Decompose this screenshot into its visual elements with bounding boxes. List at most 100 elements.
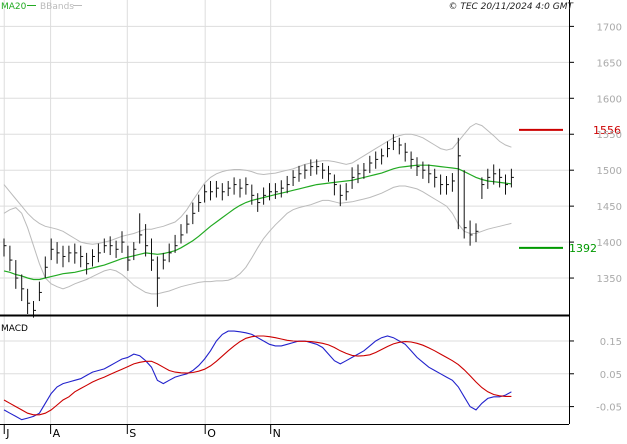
ohlc-bar <box>457 137 461 230</box>
ohlc-bar <box>56 242 60 264</box>
macd-tick-label: 0.05 <box>600 370 622 381</box>
ohlc-bar <box>3 238 7 257</box>
ohlc-bar <box>245 177 249 195</box>
ohlc-bar <box>162 252 166 270</box>
macd-line <box>3 330 512 421</box>
ohlc-bar <box>9 245 13 271</box>
price-grid <box>0 0 569 424</box>
price-tick-label: 1400 <box>597 238 622 249</box>
ohlc-bar <box>97 243 101 263</box>
ohlc-bar <box>233 177 237 195</box>
ohlc-bar <box>499 168 503 188</box>
ohlc-bar <box>139 213 143 244</box>
macd-panel-title: MACD <box>1 324 28 334</box>
macd-tick-label: -0.05 <box>596 403 622 414</box>
ohlc-bar <box>422 161 426 179</box>
ohlc-bar <box>481 177 485 199</box>
ohlc-bar <box>416 157 420 176</box>
ohlc-bar <box>133 242 137 261</box>
ohlc-bar <box>375 151 379 169</box>
ohlc-bar <box>44 256 48 279</box>
price-tick-label: 1700 <box>597 22 622 33</box>
ohlc-bar <box>310 159 314 176</box>
ohlc-bar <box>257 193 261 212</box>
ohlc-bar <box>428 164 432 184</box>
price-tick-label: 1500 <box>597 166 622 177</box>
ohlc-bar <box>62 245 66 268</box>
ohlc-bar <box>204 184 208 203</box>
ohlc-bar <box>410 151 414 169</box>
ohlc-bar <box>369 155 373 174</box>
ohlc-bar <box>198 194 202 212</box>
ohlc-bar <box>351 167 355 189</box>
ohlc-bar <box>446 175 449 195</box>
bollinger-lower-line <box>3 185 512 295</box>
ohlc-bar <box>210 180 213 201</box>
bbands-legend: BBands <box>40 2 74 12</box>
ohlc-bar <box>510 168 514 188</box>
ohlc-bar <box>274 183 278 199</box>
macd-tick-label: 0.15 <box>600 337 622 348</box>
ohlc-bar <box>86 252 90 275</box>
ohlc-bar <box>316 159 320 175</box>
month-label: S <box>129 427 136 440</box>
ohlc-bar <box>215 180 219 198</box>
ohlc-bar <box>328 165 331 182</box>
ohlc-bar <box>493 164 497 185</box>
ohlc-bar <box>286 175 290 194</box>
ohlc-bar <box>381 148 385 165</box>
ohlc-bar <box>304 164 308 179</box>
ohlc-bar <box>156 256 160 307</box>
ohlc-bar <box>227 180 231 197</box>
signal-line <box>3 335 512 416</box>
copyright-notice: © TEC 20/11/2024 4:0 GMT <box>448 2 574 12</box>
ohlc-bar <box>80 245 84 268</box>
ohlc-bars <box>3 134 514 318</box>
ohlc-bar <box>68 245 72 263</box>
ohlc-bar <box>115 240 119 258</box>
bollinger-bands <box>3 122 512 295</box>
ohlc-bar <box>298 165 302 182</box>
ohlc-bar <box>221 183 225 201</box>
ohlc-bar <box>269 183 272 201</box>
ohlc-bar <box>174 234 178 253</box>
ohlc-bar <box>333 174 337 196</box>
ohlc-bar <box>109 236 113 256</box>
ohlc-bar <box>463 170 467 239</box>
ohlc-bar <box>251 184 255 205</box>
bollinger-upper-line <box>3 122 512 245</box>
ohlc-bar <box>357 164 361 184</box>
ohlc-bar <box>404 142 408 162</box>
price-tick-label: 1550 <box>597 130 622 141</box>
ohlc-bar <box>21 274 25 302</box>
ohlc-bar <box>505 174 508 195</box>
ohlc-bar <box>180 224 184 244</box>
ma20-legend: MA20 <box>1 2 27 12</box>
price-tick-label: 1450 <box>597 202 622 213</box>
ohlc-bar <box>27 288 31 314</box>
ohlc-bar <box>469 220 473 246</box>
resistance-label: 1556 <box>593 124 621 137</box>
ohlc-bar <box>434 168 438 188</box>
ohlc-bar <box>440 174 444 195</box>
ohlc-bar <box>103 238 107 253</box>
macd-grid <box>0 340 569 408</box>
ohlc-bar <box>292 170 296 187</box>
month-label: J <box>5 427 9 440</box>
ohlc-bar <box>186 214 190 234</box>
ohlc-bar <box>487 168 491 189</box>
month-label: O <box>207 427 216 440</box>
ohlc-bar <box>127 245 131 271</box>
ohlc-bar <box>168 243 172 263</box>
ohlc-bar <box>50 238 54 261</box>
ohlc-bar <box>239 178 243 198</box>
ohlc-bar <box>451 173 455 192</box>
ohlc-bar <box>145 224 149 257</box>
ohlc-bar <box>475 223 479 243</box>
ohlc-bar <box>280 180 284 198</box>
price-tick-label: 1600 <box>597 94 622 105</box>
